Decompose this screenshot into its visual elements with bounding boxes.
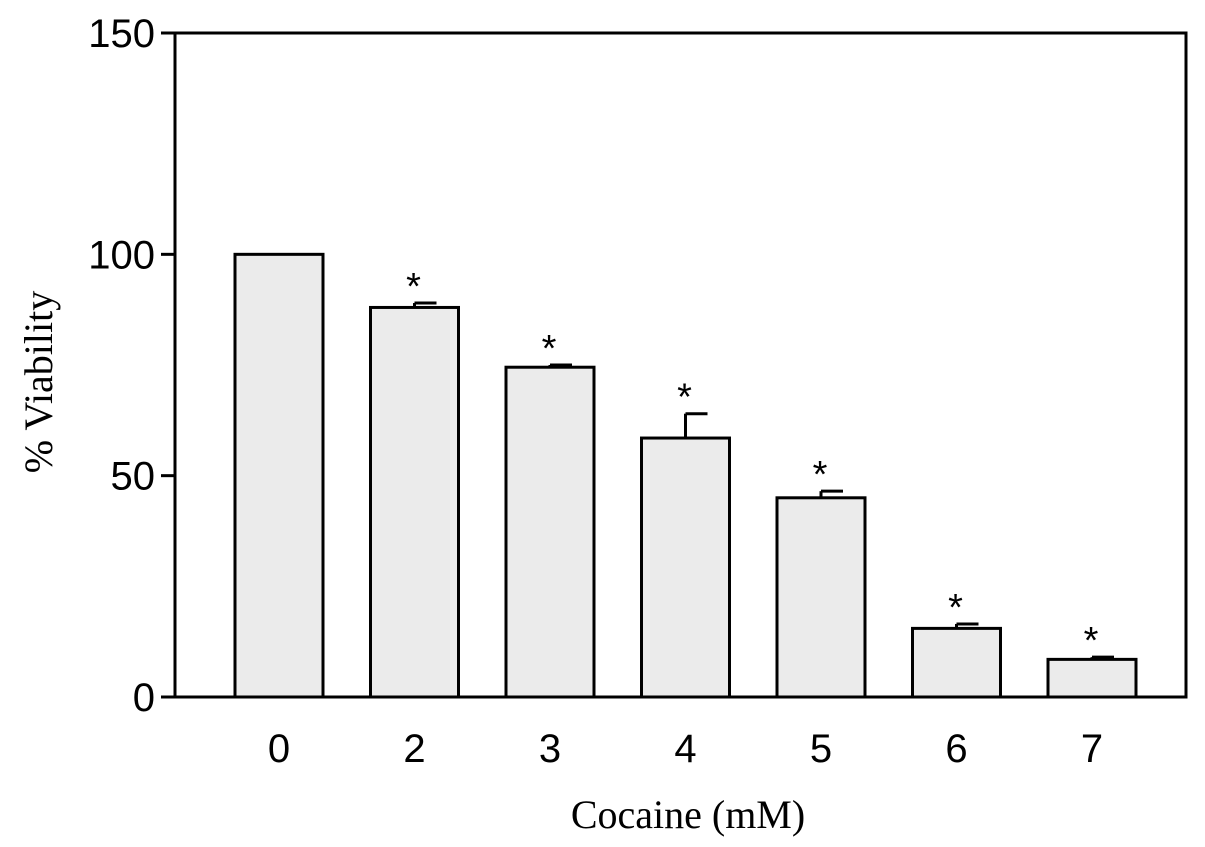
y-tick-label: 100 <box>88 233 155 277</box>
y-tick-label: 150 <box>88 12 155 56</box>
significance-marker: * <box>1084 620 1099 662</box>
x-tick-label: 5 <box>810 727 832 771</box>
y-axis: 0 50 100 150 <box>88 12 175 720</box>
bar-3 <box>504 365 596 699</box>
y-tick-label: 50 <box>111 455 156 499</box>
y-tick-label: 0 <box>133 676 155 720</box>
significance-marker: * <box>948 587 963 629</box>
y-axis-title: % Viability <box>16 291 61 473</box>
significance-marker: * <box>677 377 692 419</box>
x-axis-title: Cocaine (mM) <box>571 792 805 837</box>
x-tick-label: 3 <box>539 727 561 771</box>
significance-marker: * <box>813 454 828 496</box>
bar-4 <box>640 436 731 699</box>
bar-6 <box>911 626 1002 699</box>
x-tick-label: 4 <box>674 727 696 771</box>
bar-5 <box>775 496 867 699</box>
x-tick-label: 0 <box>268 727 290 771</box>
bar-0 <box>233 252 325 699</box>
x-tick-label: 2 <box>403 727 425 771</box>
significance-marker: * <box>542 328 557 370</box>
significance-marker: * <box>406 266 421 308</box>
x-tick-label: 6 <box>945 727 967 771</box>
bar-7 <box>1046 657 1138 699</box>
bar-2 <box>369 305 460 699</box>
bars: * * * * * * <box>233 252 1138 699</box>
x-tick-label: 7 <box>1081 727 1103 771</box>
x-axis: 0 2 3 4 5 6 7 <box>268 727 1103 771</box>
